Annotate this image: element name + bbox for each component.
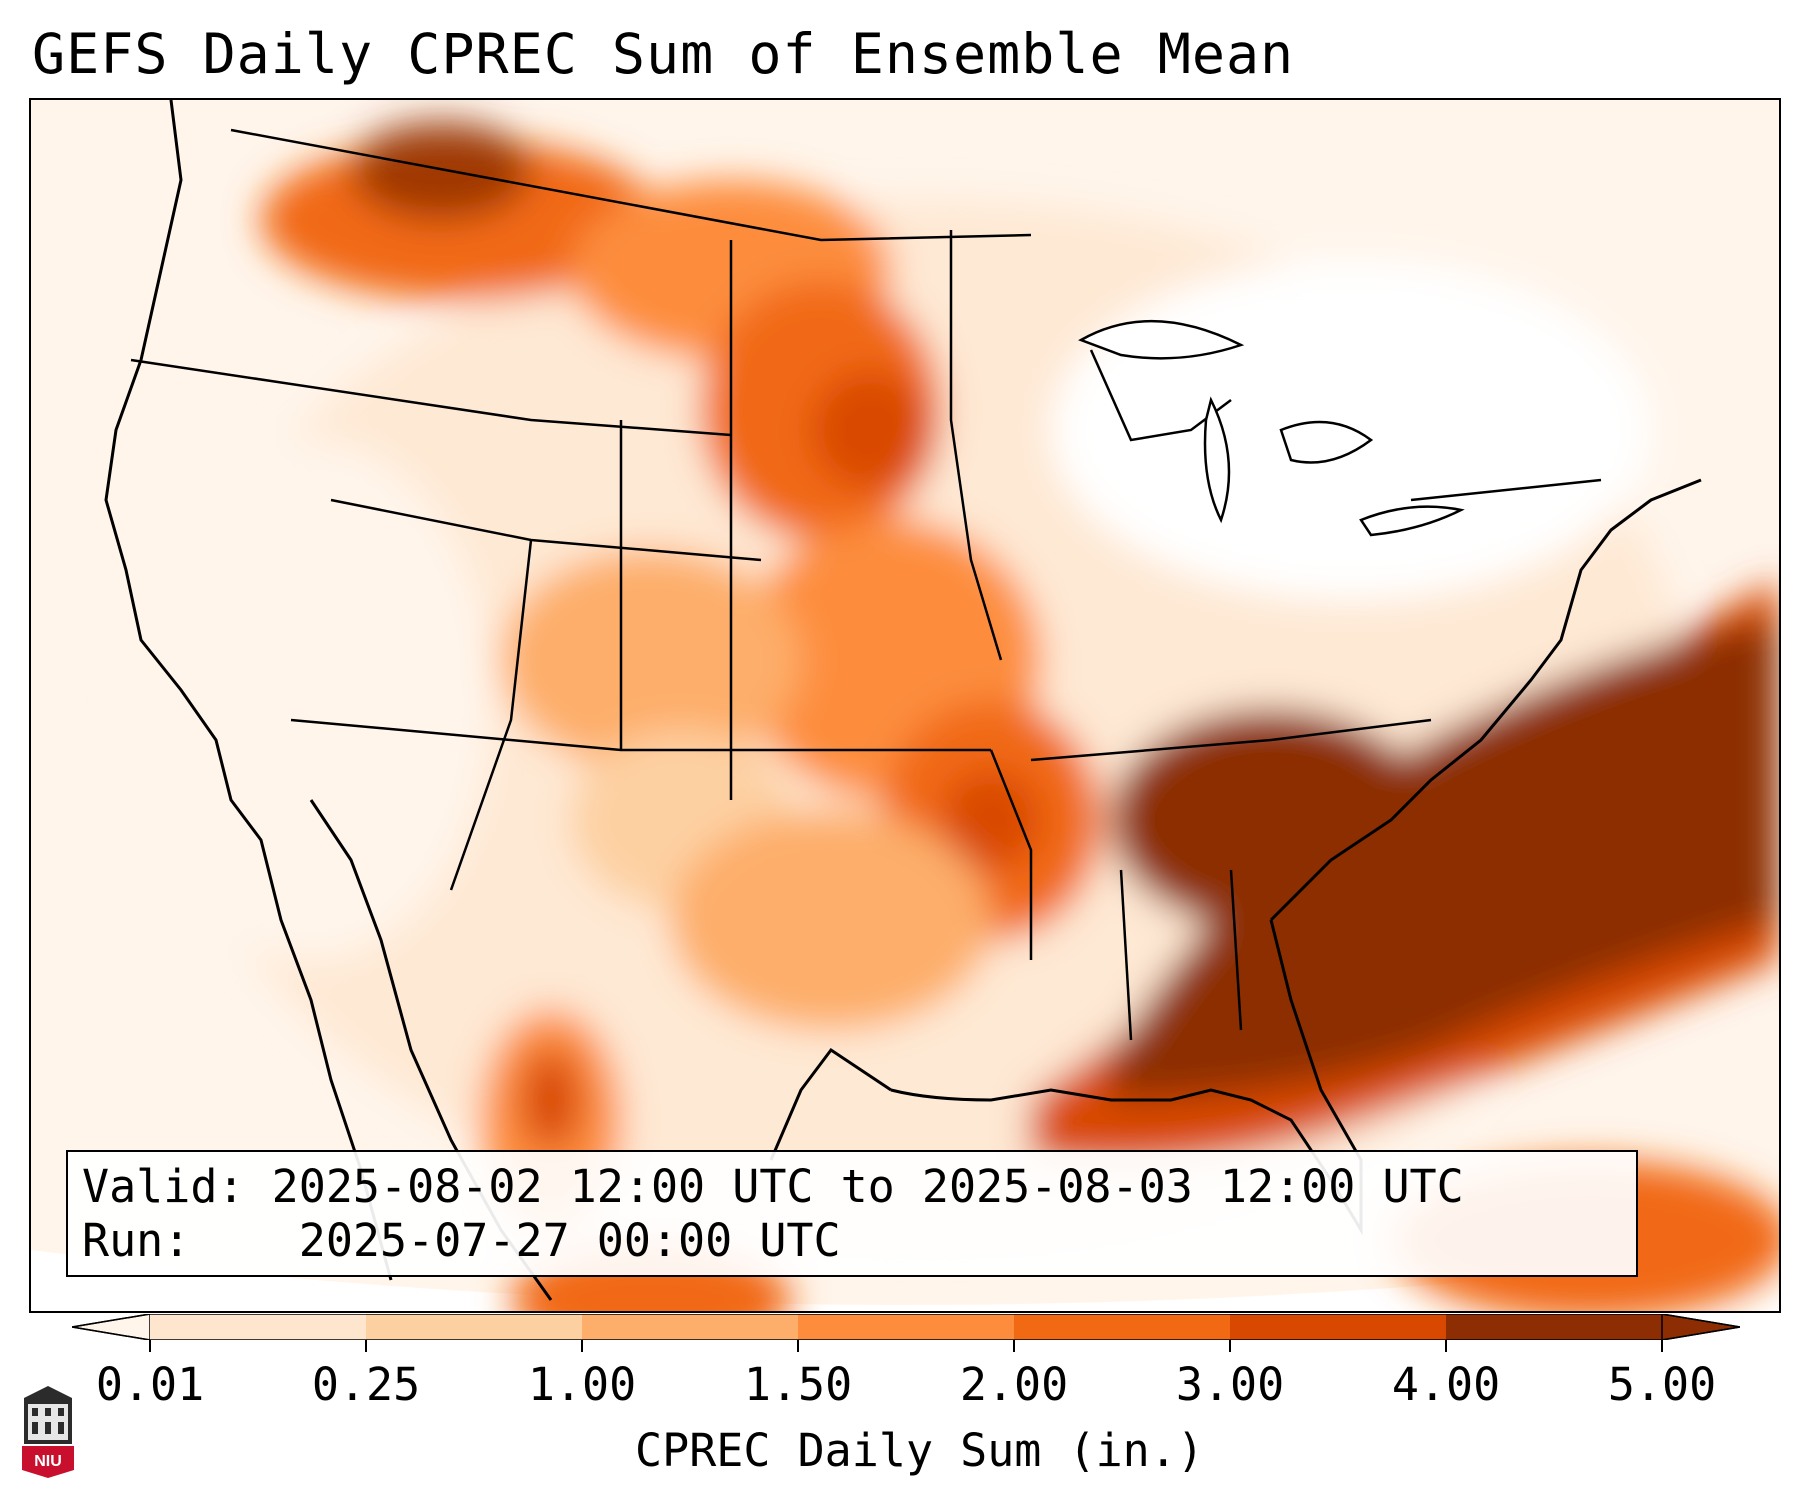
map-title: GEFS Daily CPREC Sum of Ensemble Mean xyxy=(32,22,1295,86)
state-borders xyxy=(130,128,1602,1041)
colorbar-tick xyxy=(365,1340,367,1352)
colorbar-segment xyxy=(1446,1314,1663,1340)
colorbar-tick xyxy=(1013,1340,1015,1352)
colorbar-segment xyxy=(798,1314,1015,1340)
colorbar xyxy=(72,1314,1740,1340)
great-lakes xyxy=(1078,320,1465,537)
colorbar-tick xyxy=(1445,1340,1447,1352)
colorbar-tick xyxy=(797,1340,799,1352)
colorbar-extend-high xyxy=(1661,1314,1740,1340)
run-label: Run: xyxy=(82,1214,191,1267)
colorbar-segment xyxy=(1230,1314,1447,1340)
colorbar-tick-label: 4.00 xyxy=(1391,1358,1501,1411)
colorbar-tick-label: 1.00 xyxy=(527,1358,637,1411)
colorbar-tick xyxy=(581,1340,583,1352)
colorbar-segment xyxy=(582,1314,799,1340)
colorbar-tick-label: 1.50 xyxy=(743,1358,853,1411)
colorbar-tick xyxy=(1229,1340,1231,1352)
colorbar-segment xyxy=(1014,1314,1231,1340)
colorbar-extend-low xyxy=(72,1314,151,1340)
valid-run-box: Valid: 2025-08-02 12:00 UTC to 2025-08-0… xyxy=(66,1150,1638,1277)
niu-logo: NIU xyxy=(22,1386,74,1478)
map-canvas xyxy=(31,100,1779,1311)
colorbar-segment xyxy=(150,1314,367,1340)
colorbar-tick-label: 2.00 xyxy=(959,1358,1069,1411)
colorbar-tick xyxy=(149,1340,151,1352)
colorbar-tick-label: 0.01 xyxy=(95,1358,205,1411)
colorbar-tick xyxy=(1661,1340,1663,1352)
valid-label: Valid: xyxy=(82,1160,245,1213)
colorbar-tick-label: 3.00 xyxy=(1175,1358,1285,1411)
projection-edge xyxy=(31,1250,1779,1311)
precipitation-map xyxy=(29,98,1781,1313)
colorbar-tick-label: 5.00 xyxy=(1607,1358,1717,1411)
run-value: 2025-07-27 00:00 UTC xyxy=(298,1214,841,1267)
valid-value: 2025-08-02 12:00 UTC to 2025-08-03 12:00… xyxy=(271,1160,1464,1213)
colorbar-tick-label: 0.25 xyxy=(311,1358,421,1411)
svg-text:NIU: NIU xyxy=(34,1453,62,1470)
colorbar-label: CPREC Daily Sum (in.) xyxy=(635,1424,1204,1477)
colorbar-segment xyxy=(366,1314,583,1340)
